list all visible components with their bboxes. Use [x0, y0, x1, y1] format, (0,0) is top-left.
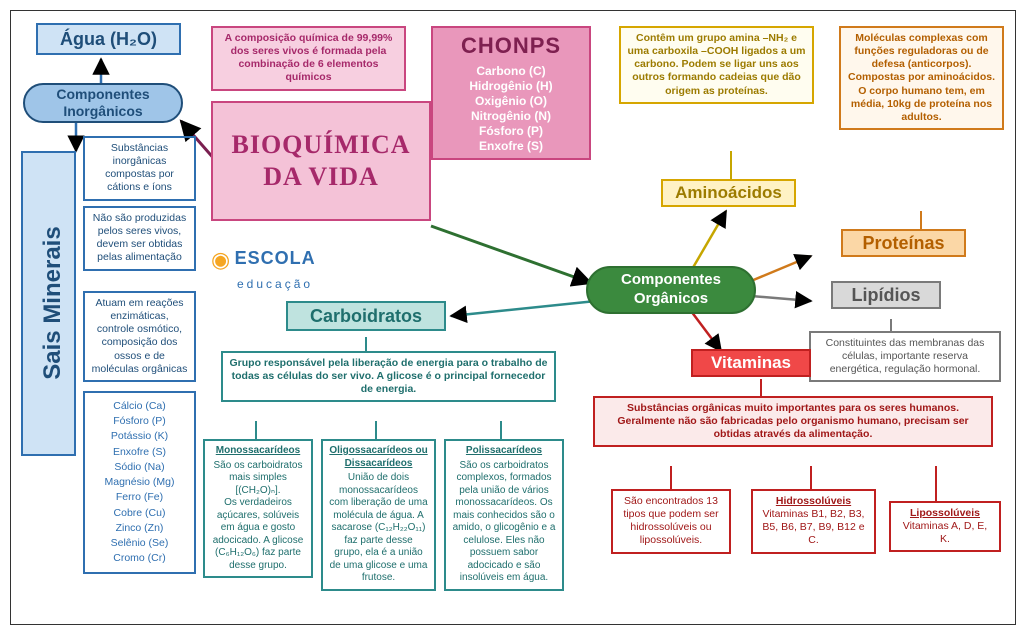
poli-box: Polissacarídeos São os carboidratos comp…: [444, 439, 564, 591]
oligo-box: Oligossacarídeos ou Dissacarídeos União …: [321, 439, 436, 591]
comp-inorg-pill: Componentes Inorgânicos: [23, 83, 183, 123]
lipidios-label: Lipídios: [831, 281, 941, 309]
carboidratos-label: Carboidratos: [286, 301, 446, 331]
vitaminas-desc: Substâncias orgânicas muito importantes …: [593, 396, 993, 447]
proteinas-desc: Moléculas complexas com funções regulado…: [839, 26, 1004, 130]
lipidios-desc: Constituintes das membranas das células,…: [809, 331, 1001, 382]
sais-desc-3: Atuam em reações enzimáticas, controle o…: [83, 291, 196, 382]
agua-box: Água (H₂O): [36, 23, 181, 55]
sais-minerais-vertical: Sais Minerais: [21, 151, 76, 456]
vitaminas-label: Vitaminas: [691, 349, 811, 377]
bioquimica-title: BIOQUÍMICA DA VIDA: [211, 101, 431, 221]
mono-box: Monossacarídeos São os carboidratos mais…: [203, 439, 313, 578]
diagram-canvas: Água (H₂O) Componentes Inorgânicos Sais …: [10, 10, 1016, 625]
hidro-box: Hidrossolúveis Vitaminas B1, B2, B3, B5,…: [751, 489, 876, 554]
escola-logo: ◉ ESCOLA educação: [211, 246, 371, 294]
comp-quimica-box: A composição química de 99,99% dos seres…: [211, 26, 406, 91]
sais-list: Cálcio (Ca) Fósforo (P) Potássio (K) Enx…: [83, 391, 196, 574]
vit13-box: São encontrados 13 tipos que podem ser h…: [611, 489, 731, 554]
sais-desc-2: Não são produzidas pelos seres vivos, de…: [83, 206, 196, 271]
chonps-box: CHONPS Carbono (C) Hidrogênio (H) Oxigên…: [431, 26, 591, 160]
proteinas-label: Proteínas: [841, 229, 966, 257]
amino-label: Aminoácidos: [661, 179, 796, 207]
lipo-box: Lipossolúveis Vitaminas A, D, E, K.: [889, 501, 1001, 552]
comp-org-pill: Componentes Orgânicos: [586, 266, 756, 314]
amino-desc: Contêm um grupo amina –NH₂ e uma carboxi…: [619, 26, 814, 104]
carboidratos-desc: Grupo responsável pela liberação de ener…: [221, 351, 556, 402]
sais-desc-1: Substâncias inorgânicas compostas por cá…: [83, 136, 196, 201]
